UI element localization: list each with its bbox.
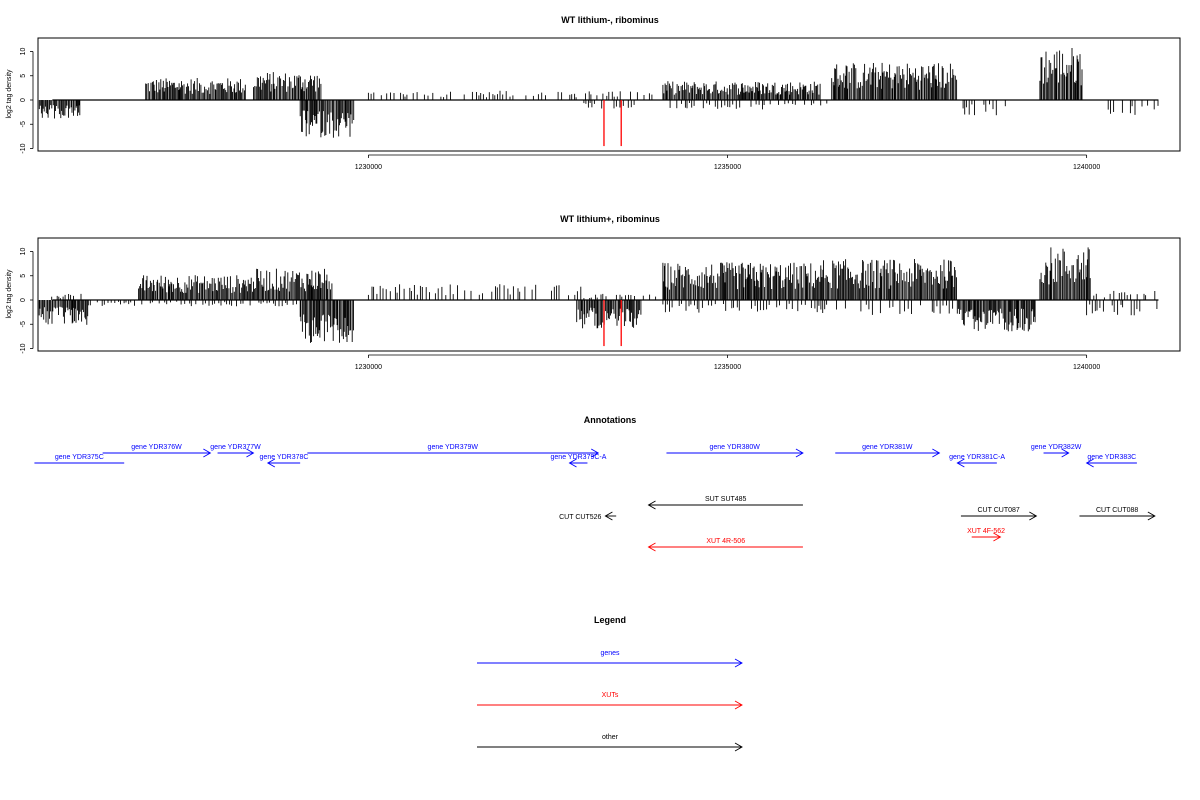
y-tick-label: -5: [20, 121, 27, 127]
feature-annotation: gene YDR375C: [34, 454, 125, 464]
feature-arrowhead: [266, 458, 276, 468]
y-tick-label: 5: [20, 74, 27, 78]
feature-annotation: CUT CUT087: [960, 507, 1038, 521]
feature-label: gene YDR375C: [55, 454, 104, 461]
feature-arrowhead: [1085, 458, 1094, 468]
y-tick-label: -10: [20, 343, 27, 353]
feature-annotation: gene YDR376W: [102, 444, 212, 458]
feature-label: CUT CUT526: [559, 514, 601, 521]
feature-label: XUT 4R-506: [706, 538, 745, 545]
legend-item: other: [477, 734, 743, 752]
feature-annotation: gene YDR382W: [1031, 444, 1082, 458]
feature-list: gene YDR375C gene YDR376W gene YDR377W gene…: [34, 444, 1156, 552]
feature-label: CUT CUT088: [1096, 507, 1138, 514]
feature-label: CUT CUT087: [978, 507, 1020, 514]
feature-arrowhead: [647, 542, 656, 552]
y-tick-label: 0: [20, 98, 27, 102]
feature-label: gene YDR382W: [1031, 444, 1082, 451]
legend-title: Legend: [594, 615, 626, 625]
y-axis-label: log2 tag density: [6, 69, 13, 119]
x-tick-label: 1240000: [1073, 364, 1100, 371]
feature-label: gene YDR379C-A: [551, 454, 607, 461]
feature-annotation: gene YDR379C-A: [551, 454, 607, 468]
x-tick-label: 1230000: [355, 164, 382, 171]
feature-annotation: gene YDR381C-A: [949, 454, 1005, 468]
legend-arrowhead: [734, 742, 743, 752]
legend-item: genes: [477, 650, 743, 668]
plot-frame: [37, 237, 1181, 352]
y-tick-label: 10: [20, 248, 27, 256]
legend: Legend genes XUTs other: [477, 615, 743, 752]
y-tick-label: -5: [20, 321, 27, 327]
legend-items: genes XUTs other: [477, 650, 743, 752]
feature-label: gene YDR377W: [210, 444, 261, 451]
x-tick-label: 1240000: [1073, 164, 1100, 171]
feature-annotation: XUT 4F-562: [967, 528, 1005, 542]
feature-arrowhead: [993, 532, 1002, 542]
feature-label: SUT SUT485: [705, 496, 747, 503]
legend-item: XUTs: [477, 692, 743, 710]
feature-annotation: gene YDR378C: [260, 454, 309, 468]
feature-arrowhead: [246, 448, 255, 458]
y-axis-label: log2 tag density: [6, 269, 13, 319]
feature-arrowhead: [932, 448, 941, 458]
feature-label: gene YDR379W: [428, 444, 479, 451]
feature-label: gene YDR376W: [131, 444, 182, 451]
y-tick-label: 10: [20, 48, 27, 56]
feature-label: gene YDR381W: [862, 444, 913, 451]
feature-label: gene YDR381C-A: [949, 454, 1005, 461]
plot-frame: [37, 37, 1181, 152]
legend-arrowhead: [734, 700, 743, 710]
feature-arrowhead: [1147, 511, 1156, 521]
panel-title: WT lithium-, ribominus: [561, 15, 659, 25]
feature-arrowhead: [795, 448, 804, 458]
legend-arrowhead: [734, 658, 743, 668]
legend-label: other: [602, 734, 619, 741]
x-axis: 1230000 1235000 1240000: [355, 354, 1100, 371]
feature-arrowhead: [203, 448, 212, 458]
feature-annotation: SUT SUT485: [647, 496, 803, 510]
feature-annotation: gene YDR381W: [835, 444, 941, 458]
coverage-bars: [37, 48, 1159, 147]
y-tick-label: 5: [20, 274, 27, 278]
annotations-title: Annotations: [584, 415, 637, 425]
feature-label: gene YDR380W: [709, 444, 760, 451]
feature-arrowhead: [568, 458, 577, 468]
y-axis: 10 5 0 -5 -10: [20, 48, 34, 154]
feature-annotation: CUT CUT088: [1079, 507, 1156, 521]
x-tick-label: 1235000: [714, 364, 741, 371]
feature-arrowhead: [1061, 448, 1070, 458]
coverage-bars: [37, 247, 1159, 347]
legend-label: genes: [600, 650, 620, 657]
coverage-panel-lithium-plus: WT lithium+, ribominus log2 tag density …: [6, 214, 1181, 371]
y-tick-label: 0: [20, 298, 27, 302]
y-tick-label: -10: [20, 143, 27, 153]
feature-annotation: gene YDR380W: [666, 444, 804, 458]
feature-annotation: gene YDR379W: [307, 444, 600, 458]
feature-arrowhead: [604, 511, 613, 521]
feature-label: gene YDR378C: [260, 454, 309, 461]
y-axis: 10 5 0 -5 -10: [20, 248, 34, 354]
x-axis: 1230000 1235000 1240000: [355, 154, 1100, 171]
feature-label: gene YDR383C: [1087, 454, 1136, 461]
feature-arrowhead: [1029, 511, 1038, 521]
feature-annotation: gene YDR377W: [210, 444, 261, 458]
feature-annotation: CUT CUT526: [559, 511, 617, 521]
x-tick-label: 1230000: [355, 364, 382, 371]
feature-arrowhead: [591, 448, 600, 458]
feature-annotation: XUT 4R-506: [647, 538, 803, 552]
panel-title: WT lithium+, ribominus: [560, 214, 660, 224]
coverage-panel-lithium-minus: WT lithium-, ribominus log2 tag density …: [6, 15, 1181, 171]
feature-label: XUT 4F-562: [967, 528, 1005, 535]
legend-label: XUTs: [602, 692, 619, 699]
feature-arrowhead: [647, 500, 656, 510]
feature-annotation: gene YDR383C: [1085, 454, 1137, 468]
feature-arrowhead: [956, 458, 965, 468]
x-tick-label: 1235000: [714, 164, 741, 171]
